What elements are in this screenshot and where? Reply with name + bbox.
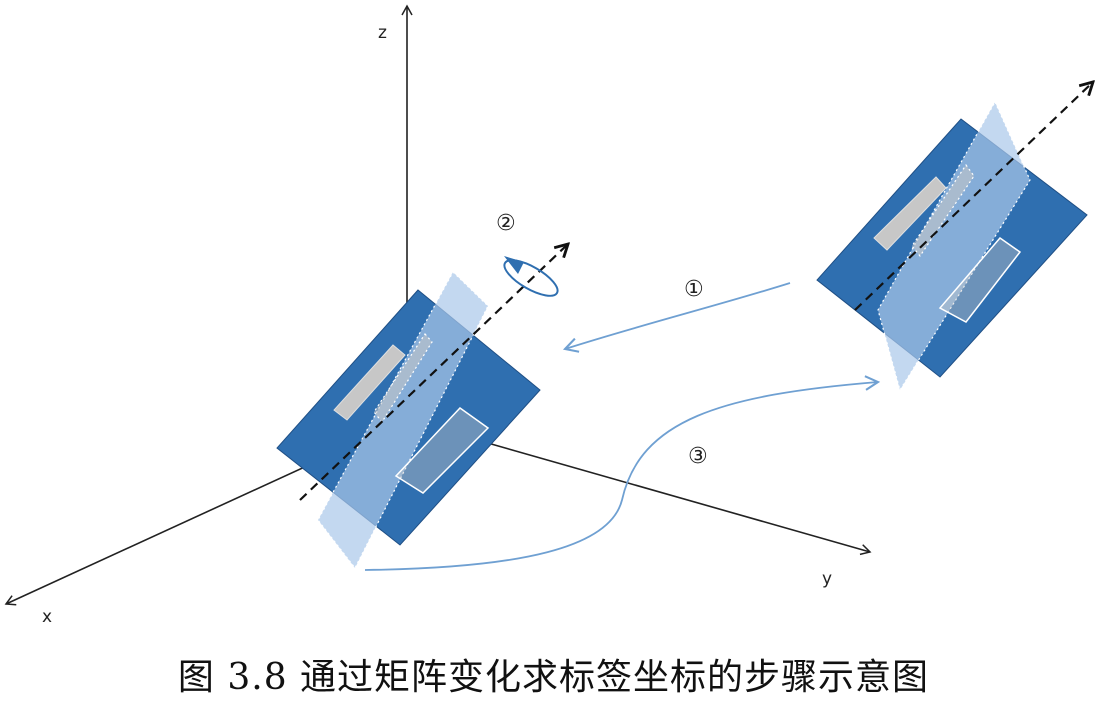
right-normal-axis xyxy=(854,82,1093,311)
z-axis-label: z xyxy=(378,23,387,43)
right-board-chip xyxy=(873,176,947,251)
step1-arrow xyxy=(562,282,791,353)
left-plane-outline-upper xyxy=(373,333,433,424)
y-axis-label: y xyxy=(822,569,832,589)
step3-label: ③ xyxy=(688,444,708,469)
step1-label: ① xyxy=(684,277,704,302)
coordinate-diagram: z x y ① ② ③ xyxy=(4,4,1107,627)
x-axis-label: x xyxy=(42,607,52,627)
left-board-chip xyxy=(333,344,406,421)
left-plane-outline-lower xyxy=(394,407,490,494)
step2-label: ② xyxy=(496,211,516,236)
rotation-arrowhead xyxy=(504,256,524,274)
left-board-group xyxy=(276,244,568,570)
right-plane-outline-lower xyxy=(938,236,1022,323)
right-plane-outline-upper xyxy=(911,163,975,258)
step-arrows xyxy=(364,282,881,571)
right-board-group xyxy=(816,82,1093,392)
left-projection-plane xyxy=(317,271,489,570)
step3-arrow xyxy=(364,375,881,571)
rotation-ellipse xyxy=(503,259,559,297)
rotation-indicator xyxy=(503,256,559,297)
figure-caption: 图 3.8 通过矩阵变化求标签坐标的步骤示意图 xyxy=(177,657,930,698)
